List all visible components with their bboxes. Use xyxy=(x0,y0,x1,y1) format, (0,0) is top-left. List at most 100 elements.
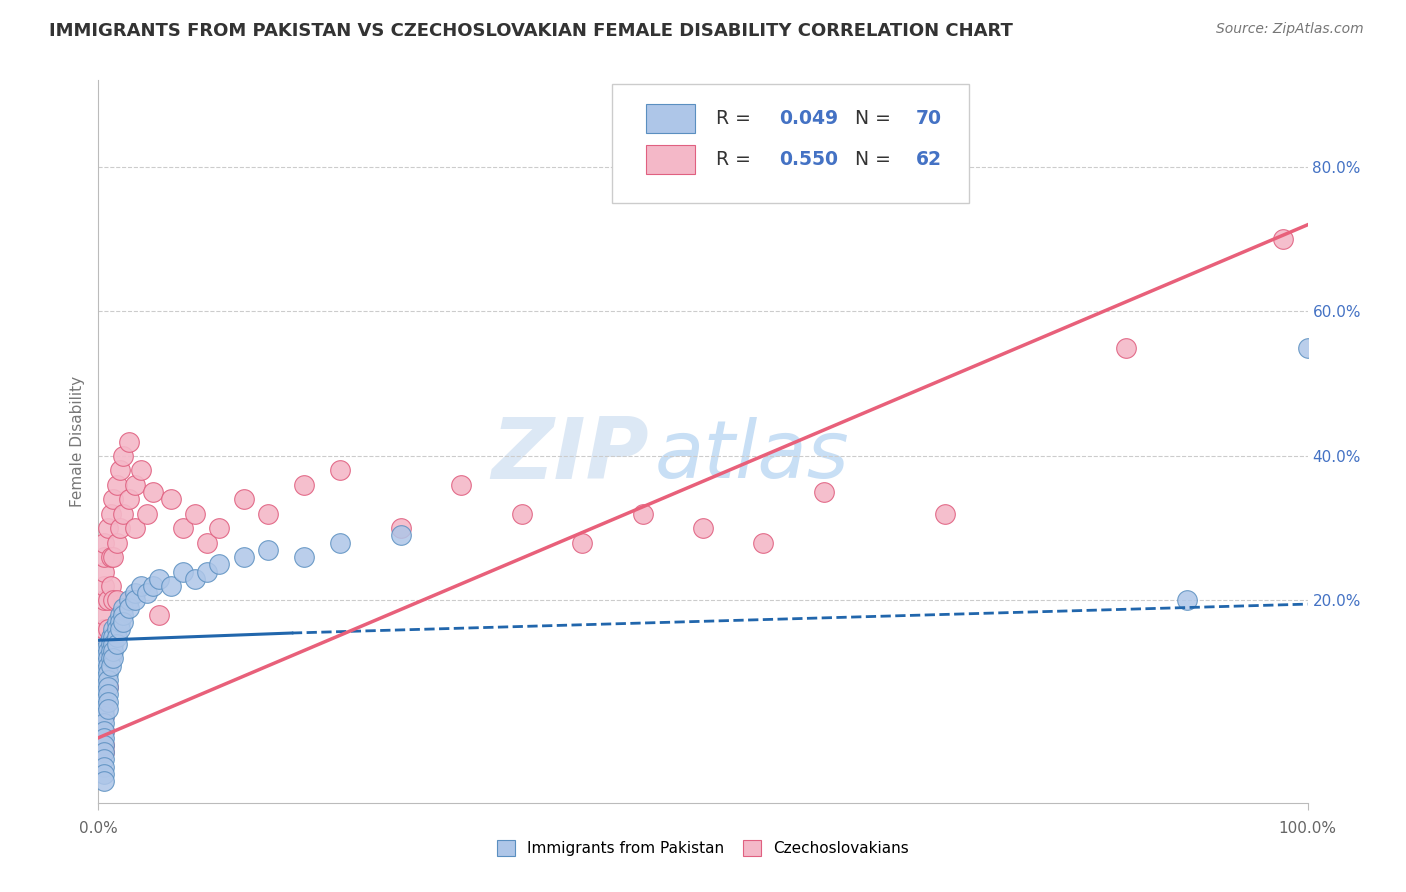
Point xyxy=(329,535,352,549)
Point xyxy=(97,673,120,687)
Point xyxy=(105,615,128,630)
Point xyxy=(93,767,115,781)
Point xyxy=(129,579,152,593)
Point xyxy=(97,651,120,665)
Point xyxy=(172,521,194,535)
Point xyxy=(100,637,122,651)
Legend: Immigrants from Pakistan, Czechoslovakians: Immigrants from Pakistan, Czechoslovakia… xyxy=(489,832,917,863)
Point xyxy=(93,607,115,622)
Point xyxy=(97,521,120,535)
Point xyxy=(1296,341,1319,355)
Point xyxy=(208,558,231,572)
Point xyxy=(195,565,218,579)
Point xyxy=(93,550,115,565)
Point xyxy=(93,637,115,651)
Text: 70: 70 xyxy=(915,109,942,128)
Point xyxy=(692,521,714,535)
Point xyxy=(93,702,115,716)
Point xyxy=(97,644,120,658)
Point xyxy=(93,745,115,759)
Point xyxy=(97,702,120,716)
FancyBboxPatch shape xyxy=(647,104,695,133)
Point xyxy=(97,687,120,701)
Point xyxy=(184,572,207,586)
Point xyxy=(813,485,835,500)
Point xyxy=(450,478,472,492)
Point xyxy=(93,695,115,709)
Point xyxy=(93,760,115,774)
Point xyxy=(93,593,115,607)
Point xyxy=(571,535,593,549)
Point xyxy=(118,600,141,615)
Point xyxy=(97,695,120,709)
Point xyxy=(389,528,412,542)
Point xyxy=(93,565,115,579)
Point xyxy=(97,651,120,665)
Point xyxy=(142,485,165,500)
Point xyxy=(172,565,194,579)
Point xyxy=(97,665,120,680)
Point xyxy=(100,658,122,673)
Text: atlas: atlas xyxy=(655,417,849,495)
Text: 0.049: 0.049 xyxy=(779,109,838,128)
Point xyxy=(160,579,183,593)
Point xyxy=(97,593,120,607)
Point xyxy=(105,593,128,607)
Point xyxy=(232,550,254,565)
Point xyxy=(118,434,141,449)
Text: R =: R = xyxy=(716,150,758,169)
Point xyxy=(93,716,115,731)
Point xyxy=(101,623,124,637)
Text: Source: ZipAtlas.com: Source: ZipAtlas.com xyxy=(1216,22,1364,37)
Point xyxy=(93,579,115,593)
Point xyxy=(232,492,254,507)
Text: R =: R = xyxy=(716,109,758,128)
Point xyxy=(93,709,115,723)
Point xyxy=(93,680,115,694)
Point xyxy=(631,507,654,521)
Point xyxy=(101,550,124,565)
Point xyxy=(256,542,278,557)
Point xyxy=(100,507,122,521)
Point xyxy=(1175,593,1198,607)
Point xyxy=(105,637,128,651)
Point xyxy=(1272,232,1295,246)
Point xyxy=(100,637,122,651)
Text: IMMIGRANTS FROM PAKISTAN VS CZECHOSLOVAKIAN FEMALE DISABILITY CORRELATION CHART: IMMIGRANTS FROM PAKISTAN VS CZECHOSLOVAK… xyxy=(49,22,1014,40)
Point xyxy=(124,586,146,600)
Point xyxy=(100,550,122,565)
Text: N =: N = xyxy=(855,150,897,169)
Point xyxy=(195,535,218,549)
Point xyxy=(93,665,115,680)
Point xyxy=(105,535,128,549)
Point xyxy=(100,630,122,644)
Point xyxy=(111,615,134,630)
Text: 0.550: 0.550 xyxy=(779,150,838,169)
Point xyxy=(93,752,115,766)
Point xyxy=(108,615,131,630)
Point xyxy=(752,535,775,549)
Point xyxy=(93,665,115,680)
Point xyxy=(292,478,315,492)
Point xyxy=(118,593,141,607)
Point xyxy=(93,723,115,738)
Point xyxy=(108,623,131,637)
Point xyxy=(105,630,128,644)
Point xyxy=(160,492,183,507)
Point xyxy=(101,630,124,644)
Point xyxy=(93,623,115,637)
Point xyxy=(93,738,115,752)
Point xyxy=(93,774,115,789)
Point xyxy=(100,579,122,593)
Point xyxy=(510,507,533,521)
Point xyxy=(148,572,170,586)
Point xyxy=(97,623,120,637)
Text: 62: 62 xyxy=(915,150,942,169)
Point xyxy=(135,507,157,521)
Point xyxy=(105,623,128,637)
Point xyxy=(97,680,120,694)
Point xyxy=(208,521,231,535)
Point xyxy=(93,673,115,687)
Point xyxy=(93,709,115,723)
Point xyxy=(93,738,115,752)
